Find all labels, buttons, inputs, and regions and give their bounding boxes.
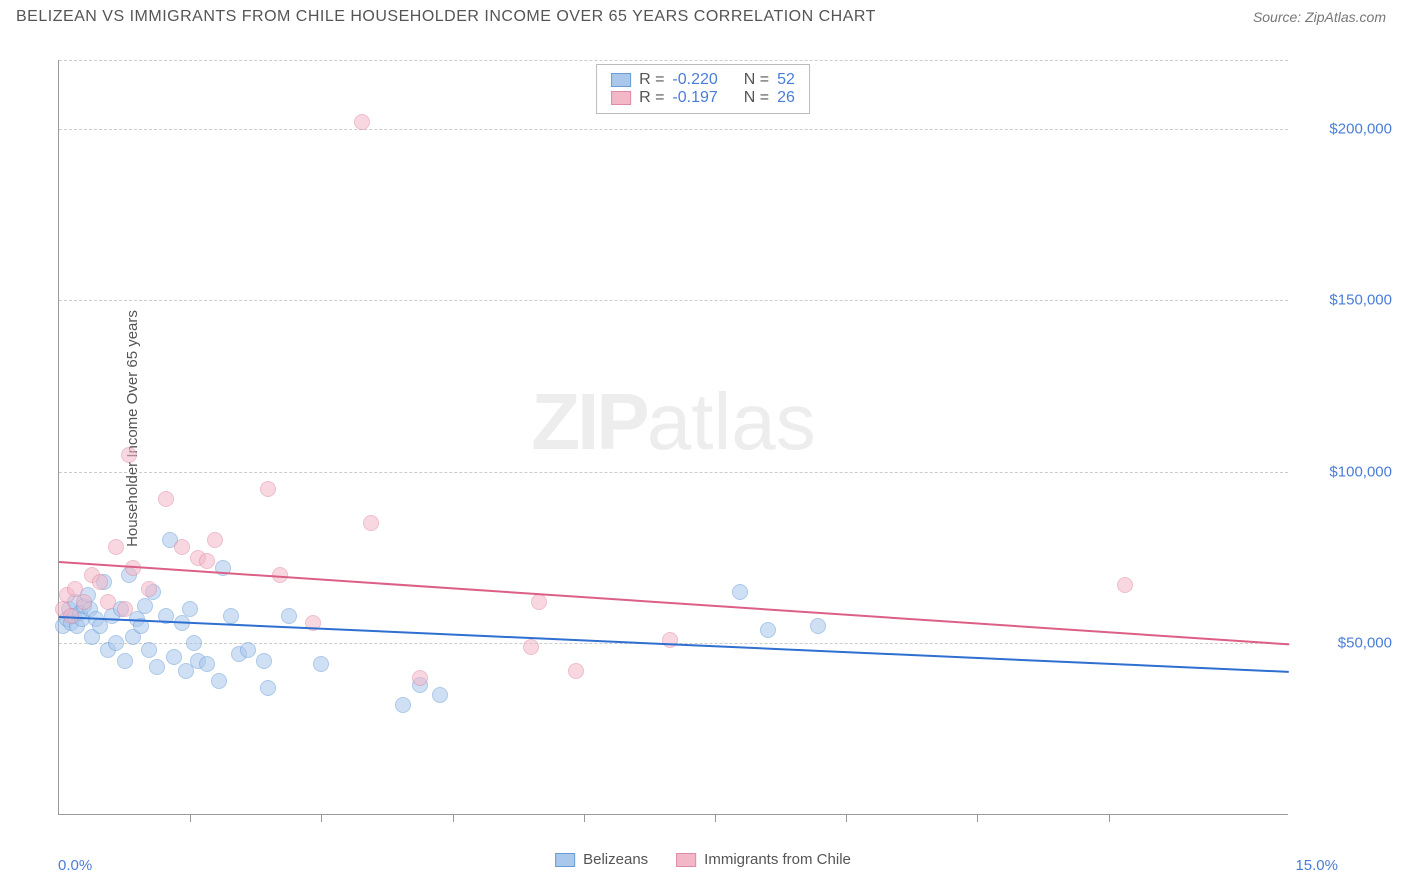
scatter-point bbox=[732, 584, 748, 600]
scatter-point bbox=[108, 635, 124, 651]
scatter-point bbox=[182, 601, 198, 617]
scatter-point bbox=[199, 553, 215, 569]
legend-row: R = -0.197 N = 26 bbox=[611, 89, 795, 107]
scatter-point bbox=[223, 608, 239, 624]
legend-r-value: -0.220 bbox=[672, 71, 717, 89]
scatter-point bbox=[354, 114, 370, 130]
legend-swatch bbox=[611, 91, 631, 105]
scatter-point bbox=[199, 656, 215, 672]
y-tick-label: $200,000 bbox=[1329, 120, 1392, 137]
legend-r-value: -0.197 bbox=[672, 89, 717, 107]
watermark: ZIPatlas bbox=[531, 376, 815, 468]
scatter-point bbox=[568, 663, 584, 679]
scatter-point bbox=[313, 656, 329, 672]
legend-n-value: 52 bbox=[777, 71, 795, 89]
scatter-point bbox=[141, 642, 157, 658]
scatter-point bbox=[260, 680, 276, 696]
scatter-point bbox=[531, 594, 547, 610]
scatter-point bbox=[117, 653, 133, 669]
series-legend-label: Immigrants from Chile bbox=[704, 851, 851, 868]
source-attribution: Source: ZipAtlas.com bbox=[1253, 9, 1386, 25]
series-legend: Belizeans Immigrants from Chile bbox=[555, 851, 851, 868]
gridline bbox=[59, 300, 1288, 301]
scatter-point bbox=[260, 481, 276, 497]
scatter-point bbox=[186, 635, 202, 651]
scatter-point bbox=[395, 697, 411, 713]
scatter-point bbox=[108, 539, 124, 555]
plot-area: ZIPatlas bbox=[58, 60, 1288, 815]
legend-swatch bbox=[611, 73, 631, 87]
scatter-point bbox=[137, 598, 153, 614]
scatter-point bbox=[141, 581, 157, 597]
scatter-point bbox=[149, 659, 165, 675]
x-tick bbox=[584, 814, 585, 822]
correlation-legend: R = -0.220 N = 52 R = -0.197 N = 26 bbox=[596, 64, 810, 114]
scatter-point bbox=[92, 574, 108, 590]
scatter-point bbox=[174, 539, 190, 555]
scatter-point bbox=[281, 608, 297, 624]
scatter-point bbox=[121, 447, 137, 463]
scatter-point bbox=[166, 649, 182, 665]
y-tick-label: $50,000 bbox=[1338, 635, 1392, 652]
scatter-point bbox=[412, 670, 428, 686]
legend-n-value: 26 bbox=[777, 89, 795, 107]
x-tick bbox=[977, 814, 978, 822]
scatter-point bbox=[760, 622, 776, 638]
x-tick bbox=[1109, 814, 1110, 822]
x-axis-max-label: 15.0% bbox=[1295, 857, 1338, 874]
y-tick-label: $100,000 bbox=[1329, 463, 1392, 480]
series-legend-item: Immigrants from Chile bbox=[676, 851, 851, 868]
legend-swatch bbox=[555, 853, 575, 867]
scatter-point bbox=[211, 673, 227, 689]
legend-n-label: N = bbox=[744, 89, 769, 107]
scatter-point bbox=[240, 642, 256, 658]
scatter-point bbox=[76, 594, 92, 610]
series-legend-item: Belizeans bbox=[555, 851, 648, 868]
legend-row: R = -0.220 N = 52 bbox=[611, 71, 795, 89]
scatter-point bbox=[158, 491, 174, 507]
legend-r-label: R = bbox=[639, 71, 664, 89]
series-legend-label: Belizeans bbox=[583, 851, 648, 868]
x-axis-min-label: 0.0% bbox=[58, 857, 92, 874]
x-tick bbox=[846, 814, 847, 822]
scatter-point bbox=[432, 687, 448, 703]
legend-r-label: R = bbox=[639, 89, 664, 107]
y-tick-label: $150,000 bbox=[1329, 292, 1392, 309]
scatter-point bbox=[523, 639, 539, 655]
legend-n-label: N = bbox=[744, 71, 769, 89]
chart-header: BELIZEAN VS IMMIGRANTS FROM CHILE HOUSEH… bbox=[0, 0, 1406, 30]
scatter-point bbox=[363, 515, 379, 531]
chart-title: BELIZEAN VS IMMIGRANTS FROM CHILE HOUSEH… bbox=[16, 8, 876, 26]
legend-swatch bbox=[676, 853, 696, 867]
gridline bbox=[59, 60, 1288, 61]
x-tick bbox=[453, 814, 454, 822]
x-tick bbox=[321, 814, 322, 822]
scatter-point bbox=[810, 618, 826, 634]
x-tick bbox=[715, 814, 716, 822]
scatter-point bbox=[256, 653, 272, 669]
gridline bbox=[59, 472, 1288, 473]
scatter-point bbox=[207, 532, 223, 548]
scatter-point bbox=[117, 601, 133, 617]
scatter-point bbox=[1117, 577, 1133, 593]
x-tick bbox=[190, 814, 191, 822]
gridline bbox=[59, 129, 1288, 130]
